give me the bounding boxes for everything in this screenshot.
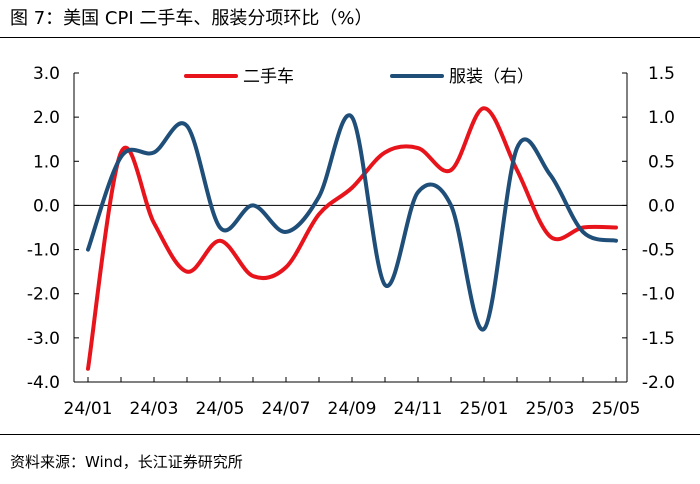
x-tick-label: 24/07 xyxy=(262,399,311,419)
data-point xyxy=(449,203,453,207)
source-divider xyxy=(0,434,700,435)
left-tick-label: -4.0 xyxy=(27,373,60,393)
x-tick-label: 24/05 xyxy=(196,399,245,419)
x-tick-label: 25/05 xyxy=(592,399,641,419)
chart-legend: 二手车 服装（右） xyxy=(184,67,534,87)
right-tick-label: 1.0 xyxy=(648,108,675,128)
series-line-apparel xyxy=(86,113,618,332)
left-tick-label: 2.0 xyxy=(33,108,60,128)
right-tick-label: -2.0 xyxy=(642,373,675,393)
data-point xyxy=(350,186,354,190)
right-tick-label: 1.5 xyxy=(648,64,675,84)
x-tick-label: 24/11 xyxy=(394,399,443,419)
line-chart: 3.0 2.0 1.0 0.0 -1.0 -2.0 -3.0 -4.0 1.5 1.0 0.5 0.0… xyxy=(27,64,675,419)
data-point xyxy=(614,239,618,243)
right-tick-label: -1.0 xyxy=(642,285,675,305)
data-point xyxy=(515,168,519,172)
data-point xyxy=(185,124,189,128)
data-point xyxy=(482,327,486,331)
legend-label: 二手车 xyxy=(243,67,294,87)
data-point xyxy=(416,146,420,150)
right-tick-label: -0.5 xyxy=(642,241,675,261)
title-divider xyxy=(0,37,700,38)
data-point xyxy=(614,226,618,230)
data-point xyxy=(515,146,519,150)
legend-label: 服装（右） xyxy=(449,67,534,87)
x-tick-label: 25/03 xyxy=(526,399,575,419)
data-point xyxy=(548,234,552,238)
data-point xyxy=(185,270,189,274)
x-tick-label: 24/03 xyxy=(130,399,179,419)
data-point xyxy=(218,226,222,230)
left-tick-label: -2.0 xyxy=(27,285,60,305)
data-point xyxy=(251,203,255,207)
data-point xyxy=(251,274,255,278)
chart-title: 图 7：美国 CPI 二手车、服装分项环比（%） xyxy=(10,8,373,29)
right-tick-label: 0.0 xyxy=(648,196,675,216)
data-point xyxy=(86,248,90,252)
data-point xyxy=(383,150,387,154)
left-tick-label: 3.0 xyxy=(33,64,60,84)
data-point xyxy=(581,230,585,234)
left-tick-label: 1.0 xyxy=(33,152,60,172)
left-tick-label: -3.0 xyxy=(27,329,60,349)
series-line-used-cars xyxy=(86,106,618,371)
data-point xyxy=(350,115,354,119)
data-point xyxy=(449,168,453,172)
x-tick-label: 24/09 xyxy=(328,399,377,419)
x-tick-label: 25/01 xyxy=(460,399,509,419)
chart-axes: 3.0 2.0 1.0 0.0 -1.0 -2.0 -3.0 -4.0 1.5 1.0 0.5 0.0… xyxy=(27,64,675,419)
series-layer xyxy=(86,106,618,371)
data-point xyxy=(548,173,552,177)
data-point xyxy=(119,155,123,159)
data-point xyxy=(152,150,156,154)
data-point xyxy=(86,367,90,371)
data-point xyxy=(284,230,288,234)
data-point xyxy=(317,212,321,216)
data-point xyxy=(416,190,420,194)
data-point xyxy=(383,283,387,287)
data-point xyxy=(482,106,486,110)
left-tick-label: 0.0 xyxy=(33,196,60,216)
data-point xyxy=(218,239,222,243)
data-point xyxy=(317,195,321,199)
right-tick-label: -1.5 xyxy=(642,329,675,349)
right-tick-label: 0.5 xyxy=(648,152,675,172)
left-tick-label: -1.0 xyxy=(27,241,60,261)
data-point xyxy=(284,265,288,269)
data-point xyxy=(152,221,156,225)
source-note: 资料来源：Wind，长江证券研究所 xyxy=(10,453,243,471)
x-tick-label: 24/01 xyxy=(64,399,113,419)
